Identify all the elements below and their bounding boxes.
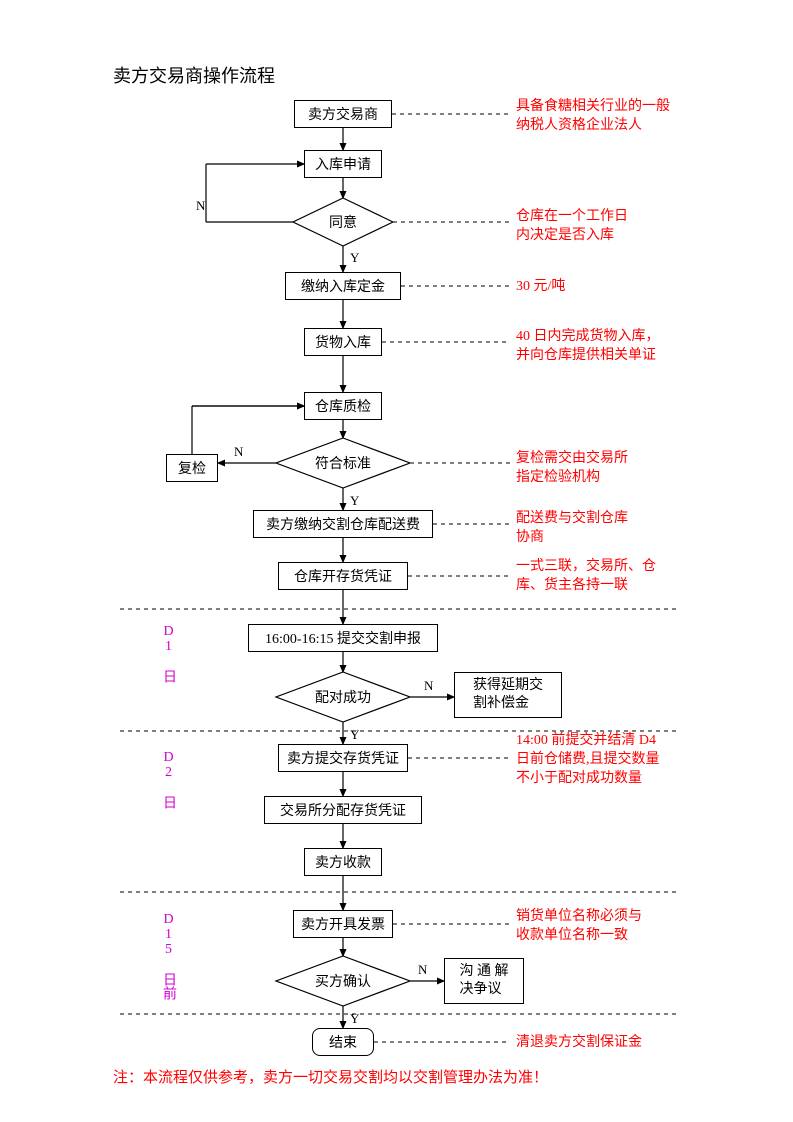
decision-label: 符合标准: [276, 438, 410, 488]
footer-note: 注：本流程仅供参考，卖方一切交易交割均以交割管理办法为准！: [113, 1066, 548, 1087]
branch-label: Y: [350, 1011, 359, 1027]
node-n8: 卖方缴纳交割仓库配送费: [253, 510, 433, 538]
branch-label: N: [234, 444, 243, 460]
branch-label: Y: [350, 250, 359, 266]
node-n13: 交易所分配存货凭证: [264, 796, 422, 824]
annotation-0: 具备食糖相关行业的一般 纳税人资格企业法人: [516, 98, 670, 136]
decision-label: 同意: [293, 198, 393, 246]
branch-label: Y: [350, 727, 359, 743]
node-n6: 仓库质检: [304, 392, 382, 420]
annotation-1: 仓库在一个工作日 内决定是否入库: [516, 208, 628, 246]
annotation-2: 30 元/吨: [516, 278, 565, 297]
annotation-4: 复检需交由交易所 指定检验机构: [516, 450, 628, 488]
annotation-5: 配送费与交割仓库 协商: [516, 510, 628, 548]
node-n1: 卖方交易商: [294, 100, 392, 128]
branch-label: N: [418, 962, 427, 978]
node-n5: 货物入库: [304, 328, 382, 356]
decision-label: 买方确认: [276, 956, 410, 1006]
annotation-7: 14:00 前提交并结清 D4 日前仓储费,且提交数量 不小于配对成功数量: [516, 732, 660, 789]
decision-label: 配对成功: [276, 672, 410, 722]
node-n10: 16:00-16:15 提交交割申报: [248, 624, 438, 652]
decision-n3: 同意: [293, 198, 393, 246]
node-n2: 入库申请: [304, 150, 382, 178]
node-n14: 卖方收款: [304, 848, 382, 876]
decision-n16: 买方确认: [276, 956, 410, 1006]
decision-n7: 符合标准: [276, 438, 410, 488]
node-n7b: 复检: [166, 454, 218, 482]
branch-label: N: [424, 678, 433, 694]
annotation-9: 清退卖方交割保证金: [516, 1034, 642, 1053]
phase-label-2: D15 日前: [158, 912, 178, 1000]
node-n4: 缴纳入库定金: [285, 272, 401, 300]
branch-label: N: [196, 198, 205, 214]
flowchart-canvas: [0, 0, 793, 1122]
phase-label-0: D1 日: [158, 624, 178, 683]
annotation-3: 40 日内完成货物入库， 并向仓库提供相关单证: [516, 328, 660, 366]
node-n9: 仓库开存货凭证: [278, 562, 408, 590]
annotation-6: 一式三联，交易所、仓 库、货主各持一联: [516, 558, 656, 596]
node-n16b: 沟 通 解 决争议: [444, 958, 524, 1004]
phase-label-1: D2 日: [158, 750, 178, 809]
node-n11b: 获得延期交 割补偿金: [454, 672, 562, 718]
branch-label: Y: [350, 493, 359, 509]
node-n17: 结束: [312, 1028, 374, 1056]
decision-n11: 配对成功: [276, 672, 410, 722]
node-n12: 卖方提交存货凭证: [278, 744, 408, 772]
node-n15: 卖方开具发票: [293, 910, 393, 938]
annotation-8: 销货单位名称必须与 收款单位名称一致: [516, 908, 642, 946]
